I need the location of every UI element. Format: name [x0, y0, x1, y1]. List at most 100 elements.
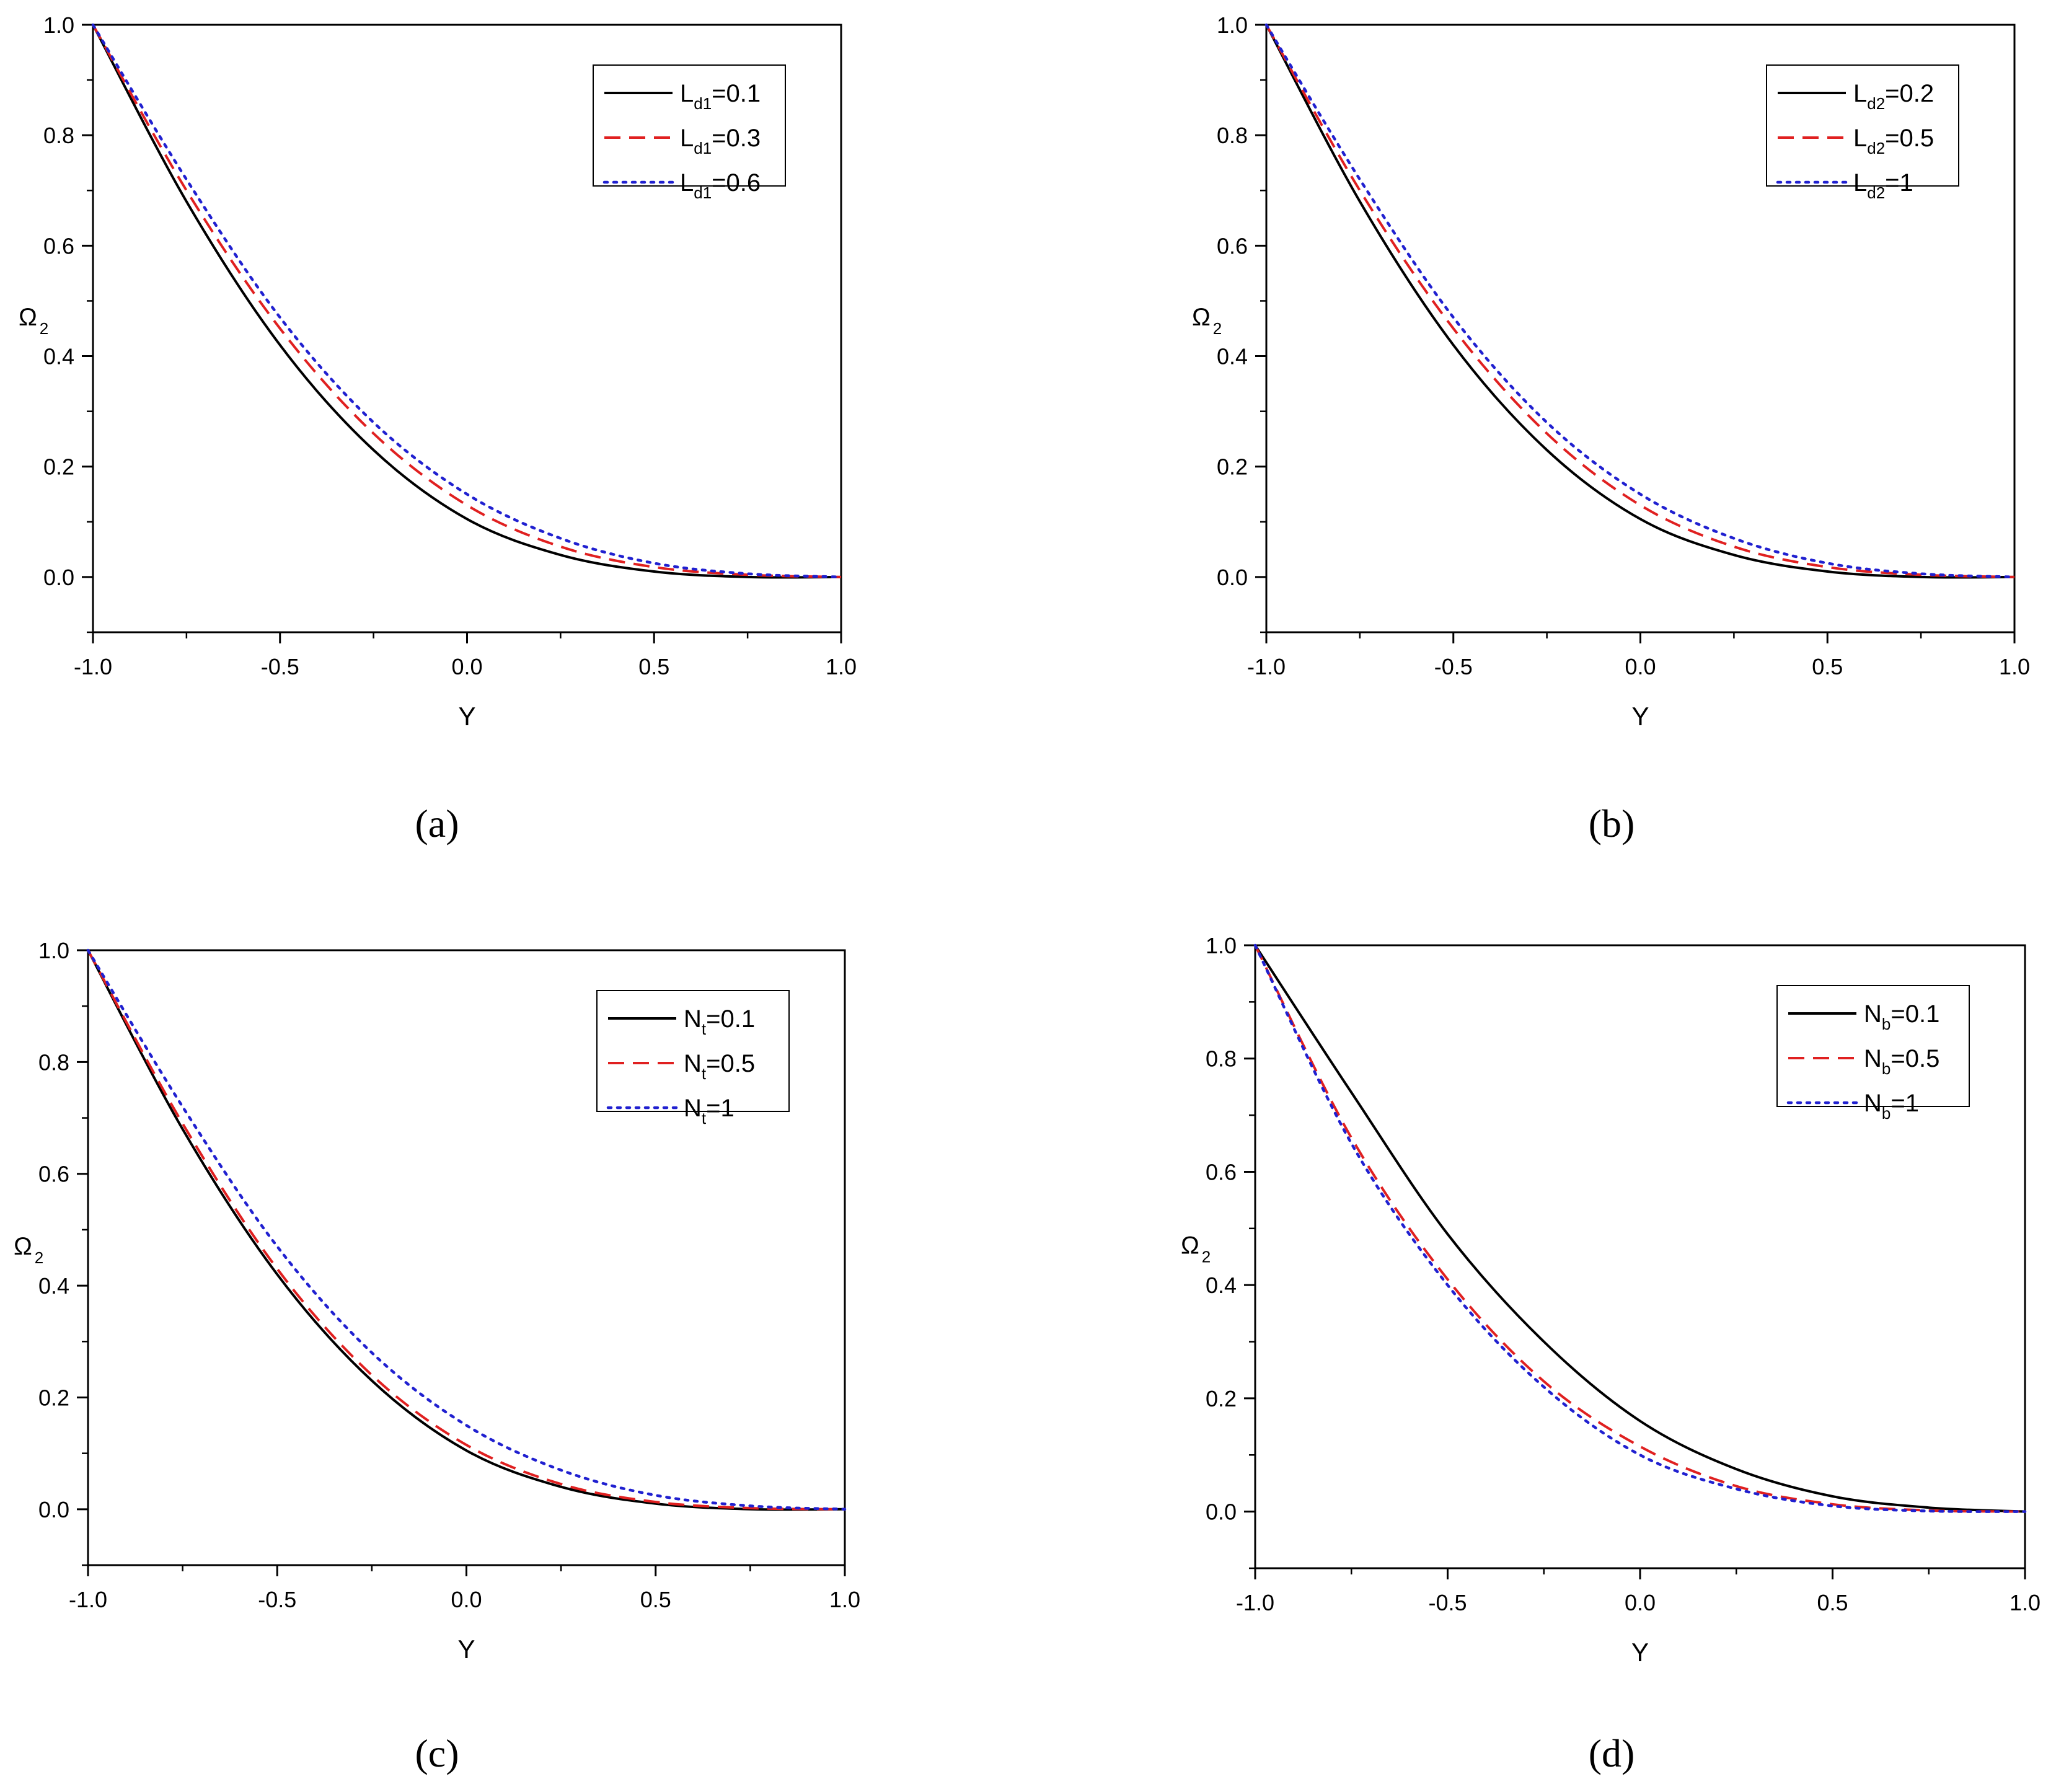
- legend-label-value: =0.1: [706, 1005, 755, 1033]
- legend-box: [1776, 985, 1970, 1107]
- legend: Nt=0.1Nt=0.5Nt=1: [596, 990, 790, 1128]
- legend-label-subscript: t: [702, 1109, 707, 1128]
- y-tick-label: 1.0: [1217, 12, 1248, 38]
- x-axis-label: Y: [1631, 1638, 1649, 1667]
- legend-label-value: =0.1: [712, 80, 761, 107]
- legend-label: Nt=1: [684, 1095, 735, 1128]
- series-line-dashed: [92, 24, 842, 578]
- legend-label-value: =0.2: [1885, 80, 1934, 107]
- legend-box: [596, 990, 790, 1112]
- panel-caption: (a): [415, 801, 459, 845]
- y-tick-label: 0.8: [1217, 123, 1248, 148]
- legend-label-value: =0.1: [1891, 1000, 1939, 1028]
- y-tick-label: 0.0: [1217, 565, 1248, 590]
- legend-label-value: =0.3: [712, 125, 761, 152]
- y-tick-label: 0.6: [43, 233, 74, 258]
- panel-caption: (c): [415, 1731, 459, 1775]
- x-tick-label: 1.0: [829, 1587, 860, 1612]
- legend-label-name: L: [1853, 80, 1867, 107]
- legend-label: Ld1=0.1: [680, 80, 761, 113]
- legend-label-value: =0.5: [706, 1050, 755, 1077]
- series-line-solid: [1265, 24, 2015, 579]
- x-tick-label: 0.5: [640, 1587, 671, 1612]
- chart-panel-b: -1.0 -0.5 0.0 0.5 1.0 0.0 0.2 0.4 0.6 0.8 1.0 Y Ω 2 Ld…: [1192, 12, 2030, 731]
- y-tick-label: 0.2: [38, 1385, 69, 1410]
- y-axis-label: Ω: [14, 1233, 32, 1260]
- legend-label-subscript: t: [702, 1020, 707, 1038]
- series-line-dashed: [1254, 945, 2026, 1513]
- legend-label-name: N: [1864, 1090, 1882, 1117]
- legend-label-subscript: d2: [1867, 94, 1885, 113]
- y-tick-label: 0.6: [1206, 1159, 1237, 1185]
- y-tick-label: 0.4: [38, 1273, 69, 1299]
- y-tick-label: 0.0: [43, 565, 74, 590]
- y-axis-label: Ω: [19, 304, 37, 331]
- y-tick-label: 0.6: [38, 1162, 69, 1187]
- x-tick-label: 0.0: [451, 1587, 482, 1612]
- legend-label-subscript: d1: [694, 183, 712, 202]
- series-line-solid: [87, 950, 845, 1511]
- x-axis-label: Y: [1631, 702, 1649, 731]
- legend-label-value: =0.5: [1891, 1045, 1939, 1072]
- legend-label-value: =1: [1885, 169, 1913, 196]
- y-tick-label: 0.4: [1217, 344, 1248, 369]
- legend-label-subscript: b: [1882, 1059, 1891, 1078]
- y-axis-label-subscript: 2: [1213, 319, 1222, 338]
- y-tick-label: 0.4: [1206, 1273, 1237, 1298]
- y-tick-label: 0.2: [43, 454, 74, 480]
- legend-label-subscript: t: [702, 1064, 707, 1083]
- legend-label-name: L: [680, 169, 694, 196]
- y-tick-label: 1.0: [38, 938, 69, 963]
- chart-panel-a: -1.0 -0.5 0.0 0.5 1.0 0.0 0.2 0.4 0.6 0.8 1.0 Y Ω 2 Ld…: [19, 12, 857, 731]
- y-tick-label: 0.0: [1206, 1499, 1237, 1525]
- x-tick-label: 1.0: [1999, 654, 2030, 679]
- legend-label-value: =1: [1891, 1090, 1919, 1117]
- x-tick-label: -1.0: [1236, 1590, 1274, 1615]
- x-tick-label: -0.5: [258, 1587, 296, 1612]
- legend-label-name: N: [684, 1095, 702, 1122]
- y-axis-label: Ω: [1181, 1232, 1199, 1260]
- legend-label-subscript: b: [1882, 1015, 1891, 1033]
- x-tick-label: 0.5: [638, 654, 669, 679]
- chart-panel-c: -1.0 -0.5 0.0 0.5 1.0 0.0 0.2 0.4 0.6 0.8 1.0 Y Ω 2 Nt…: [14, 938, 860, 1664]
- legend-label: Ld1=0.3: [680, 125, 761, 157]
- x-tick-label: 0.5: [1812, 654, 1843, 679]
- x-tick-label: -0.5: [261, 654, 299, 679]
- x-axis-label: Y: [457, 1635, 475, 1664]
- legend-label: Ld2=0.2: [1853, 80, 1934, 113]
- x-tick-label: -1.0: [69, 1587, 107, 1612]
- y-axis-label-subscript: 2: [1202, 1248, 1211, 1266]
- legend-label-name: L: [680, 80, 694, 107]
- legend-label-name: N: [1864, 1000, 1882, 1028]
- y-tick-label: 1.0: [43, 12, 74, 38]
- series-line-solid: [1254, 944, 2026, 1513]
- series-line-dotted: [91, 23, 843, 579]
- legend-label-subscript: b: [1882, 1104, 1891, 1123]
- y-tick-label: 0.4: [43, 344, 74, 369]
- series-line-dotted: [1264, 23, 2016, 579]
- y-tick-label: 0.2: [1206, 1386, 1237, 1411]
- legend-label-subscript: d2: [1867, 139, 1885, 157]
- legend-label-value: =0.6: [712, 169, 761, 196]
- series-line-dashed: [87, 950, 845, 1511]
- legend-label-name: N: [1864, 1045, 1882, 1072]
- legend-label-subscript: d1: [694, 94, 712, 113]
- x-tick-label: 1.0: [2010, 1590, 2041, 1615]
- x-tick-label: -0.5: [1434, 654, 1473, 679]
- legend-label-value: =1: [706, 1095, 735, 1122]
- x-axis-label: Y: [458, 702, 475, 731]
- legend-label-subscript: d1: [694, 139, 712, 157]
- legend-label-name: L: [680, 125, 694, 152]
- x-tick-label: 1.0: [826, 654, 857, 679]
- y-tick-label: 0.2: [1217, 454, 1248, 480]
- y-tick-label: 0.6: [1217, 233, 1248, 258]
- series-line-dotted: [1253, 943, 2027, 1513]
- x-tick-label: -1.0: [1247, 654, 1286, 679]
- legend-label-name: L: [1853, 169, 1867, 196]
- legend-label: Ld1=0.6: [680, 169, 761, 202]
- legend-label: Ld2=0.5: [1853, 125, 1934, 157]
- legend-box: [1766, 64, 1959, 187]
- y-axis-label-subscript: 2: [35, 1248, 43, 1267]
